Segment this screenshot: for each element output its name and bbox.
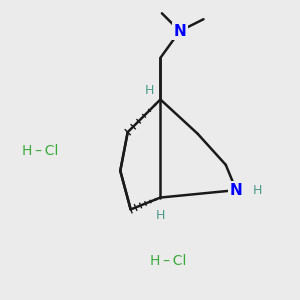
Text: H: H xyxy=(253,184,262,196)
Text: H: H xyxy=(145,84,154,97)
Text: N: N xyxy=(230,183,243,198)
Text: H – Cl: H – Cl xyxy=(150,254,186,268)
Text: H – Cl: H – Cl xyxy=(22,145,58,158)
Text: N: N xyxy=(173,24,186,39)
Text: H: H xyxy=(156,209,165,222)
